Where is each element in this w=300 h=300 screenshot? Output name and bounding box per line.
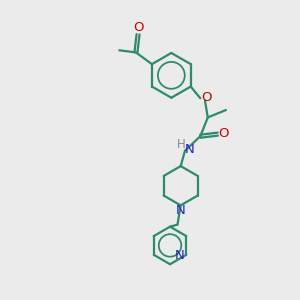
Text: O: O (218, 127, 229, 140)
Text: O: O (133, 21, 143, 34)
Text: H: H (177, 138, 185, 151)
Text: N: N (185, 143, 194, 156)
Text: O: O (201, 91, 211, 104)
Text: N: N (176, 204, 185, 217)
Text: N: N (175, 249, 184, 262)
